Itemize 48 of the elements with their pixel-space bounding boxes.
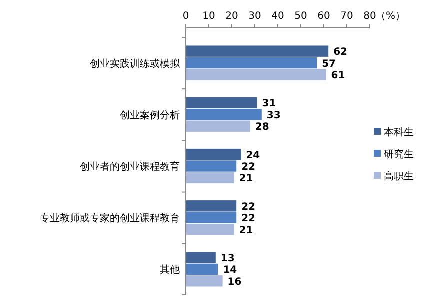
bar (186, 224, 234, 236)
data-label: 21 (239, 225, 254, 236)
y-tick-label: 创业者的创业课程教育 (80, 161, 180, 173)
bar (186, 200, 237, 212)
y-tick-label: 创业实践训练或模拟 (90, 58, 181, 70)
bar (186, 109, 262, 120)
x-tick-label: 70 (340, 11, 354, 22)
bar (186, 148, 242, 160)
data-label: 31 (262, 98, 276, 110)
bar (186, 212, 237, 224)
bar (186, 252, 216, 264)
data-label: 16 (228, 276, 242, 288)
x-tick-label: 80 (364, 11, 376, 22)
bar (186, 276, 223, 287)
x-tick-label: 40 (272, 11, 284, 22)
bar (186, 160, 237, 172)
data-label: 33 (266, 110, 281, 122)
bar (186, 97, 258, 109)
y-tick-label: 专业教师或专家的创业课程教育 (40, 212, 180, 225)
legend-label: 高职生 (384, 170, 414, 182)
data-label: 14 (223, 265, 238, 276)
bar (186, 46, 329, 57)
bar (186, 120, 250, 132)
data-label: 13 (220, 254, 235, 265)
data-label: 22 (242, 162, 256, 173)
data-label: 21 (239, 174, 254, 185)
x-tick-label: 10 (202, 11, 216, 22)
y-tick-label: 其他 (160, 264, 180, 276)
x-tick-label: 20 (226, 11, 238, 22)
x-tick-label: 30 (248, 11, 262, 22)
bar (186, 57, 318, 69)
y-tick-label: 创业案例分析 (120, 109, 180, 122)
data-label: 28 (255, 122, 270, 134)
bar (186, 69, 326, 80)
legend-label: 本科生 (384, 126, 414, 138)
data-label: 62 (334, 47, 348, 58)
x-axis-title: （%） (376, 11, 406, 22)
x-tick-label: 50 (294, 11, 308, 22)
data-label: 22 (242, 214, 256, 225)
data-label: 24 (246, 150, 260, 162)
data-label: 57 (322, 58, 336, 70)
legend-label: 研究生 (384, 148, 414, 160)
x-tick-label: 0 (182, 11, 190, 22)
x-tick-label: 60 (318, 11, 330, 22)
bar (186, 172, 234, 184)
bar (186, 264, 218, 276)
data-label: 61 (331, 70, 346, 82)
data-label: 22 (242, 202, 256, 213)
